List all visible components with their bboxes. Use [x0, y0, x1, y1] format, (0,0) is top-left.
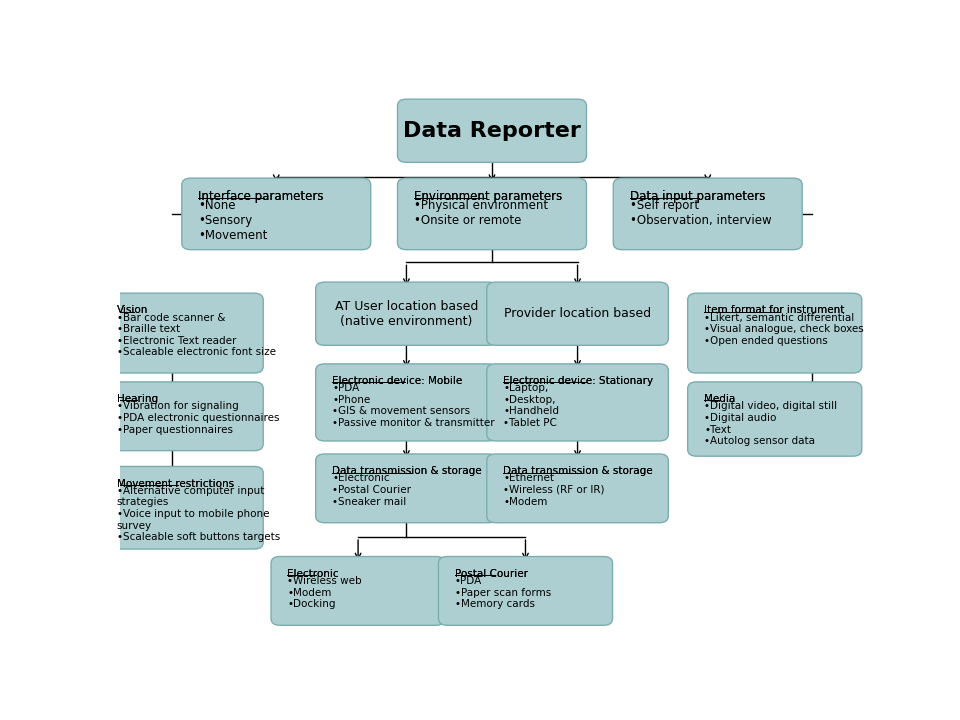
FancyBboxPatch shape — [316, 282, 497, 346]
Text: Electronic device: Mobile: Electronic device: Mobile — [332, 376, 463, 386]
Text: Environment parameters: Environment parameters — [414, 190, 563, 203]
Text: Vision: Vision — [117, 305, 148, 315]
Text: Item format for instrument: Item format for instrument — [704, 305, 845, 315]
Text: •Ethernet
•Wireless (RF or IR)
•Modem: •Ethernet •Wireless (RF or IR) •Modem — [503, 473, 605, 507]
Text: •Vibration for signaling
•PDA electronic questionnaires
•Paper questionnaires: •Vibration for signaling •PDA electronic… — [117, 401, 279, 434]
FancyBboxPatch shape — [316, 454, 497, 523]
Text: •Self report
•Observation, interview: •Self report •Observation, interview — [630, 199, 771, 227]
FancyBboxPatch shape — [687, 382, 862, 456]
Text: •Likert, semantic differential
•Visual analogue, check boxes
•Open ended questio: •Likert, semantic differential •Visual a… — [704, 312, 864, 346]
Text: •Laptop,
•Desktop,
•Handheld
•Tablet PC: •Laptop, •Desktop, •Handheld •Tablet PC — [503, 383, 559, 428]
Text: Vision: Vision — [117, 305, 148, 315]
Text: Hearing: Hearing — [117, 394, 157, 404]
Text: Electronic: Electronic — [287, 569, 339, 579]
Text: Data transmission & storage: Data transmission & storage — [332, 466, 482, 476]
Text: •PDA
•Paper scan forms
•Memory cards: •PDA •Paper scan forms •Memory cards — [455, 576, 551, 609]
FancyBboxPatch shape — [487, 454, 668, 523]
Text: Environment parameters: Environment parameters — [414, 190, 563, 203]
Text: Interface parameters: Interface parameters — [198, 190, 324, 203]
Text: •Bar code scanner &
•Braille text
•Electronic Text reader
•Scaleable electronic : •Bar code scanner & •Braille text •Elect… — [117, 312, 276, 357]
Text: Electronic device: Stationary: Electronic device: Stationary — [503, 376, 654, 386]
Text: Electronic device: Stationary: Electronic device: Stationary — [503, 376, 654, 386]
Text: Hearing: Hearing — [117, 394, 157, 404]
FancyBboxPatch shape — [613, 178, 803, 250]
FancyBboxPatch shape — [487, 282, 668, 346]
Text: Data input parameters: Data input parameters — [630, 190, 765, 203]
Text: Movement restrictions: Movement restrictions — [117, 479, 234, 489]
FancyBboxPatch shape — [439, 557, 612, 625]
FancyBboxPatch shape — [397, 99, 587, 162]
FancyBboxPatch shape — [487, 364, 668, 441]
Text: Data input parameters: Data input parameters — [630, 190, 765, 203]
Text: •Physical environment
•Onsite or remote: •Physical environment •Onsite or remote — [414, 199, 548, 227]
FancyBboxPatch shape — [100, 382, 263, 451]
Text: Data transmission & storage: Data transmission & storage — [332, 466, 482, 476]
FancyBboxPatch shape — [316, 364, 497, 441]
Text: •Alternative computer input
strategies
•Voice input to mobile phone
survey
•Scal: •Alternative computer input strategies •… — [117, 486, 280, 542]
Text: Movement restrictions: Movement restrictions — [117, 479, 234, 489]
Text: Interface parameters: Interface parameters — [198, 190, 324, 203]
Text: Electronic: Electronic — [287, 569, 339, 579]
FancyBboxPatch shape — [271, 557, 445, 625]
Text: Provider location based: Provider location based — [504, 307, 651, 320]
Text: •PDA
•Phone
•GIS & movement sensors
•Passive monitor & transmitter: •PDA •Phone •GIS & movement sensors •Pas… — [332, 383, 494, 428]
FancyBboxPatch shape — [397, 178, 587, 250]
Text: Item format for instrument: Item format for instrument — [704, 305, 845, 315]
Text: •Wireless web
•Modem
•Docking: •Wireless web •Modem •Docking — [287, 576, 362, 609]
Text: Data transmission & storage: Data transmission & storage — [503, 466, 653, 476]
Text: Media: Media — [704, 394, 735, 404]
FancyBboxPatch shape — [181, 178, 371, 250]
Text: •Electronic
•Postal Courier
•Sneaker mail: •Electronic •Postal Courier •Sneaker mai… — [332, 473, 411, 507]
Text: Postal Courier: Postal Courier — [455, 569, 528, 579]
Text: Data Reporter: Data Reporter — [403, 121, 581, 140]
Text: •Digital video, digital still
•Digital audio
•Text
•Autolog sensor data: •Digital video, digital still •Digital a… — [704, 401, 837, 446]
Text: Electronic device: Mobile: Electronic device: Mobile — [332, 376, 463, 386]
Text: •None
•Sensory
•Movement: •None •Sensory •Movement — [198, 199, 268, 241]
FancyBboxPatch shape — [100, 293, 263, 373]
FancyBboxPatch shape — [687, 293, 862, 373]
Text: Media: Media — [704, 394, 735, 404]
FancyBboxPatch shape — [100, 467, 263, 549]
Text: AT User location based
(native environment): AT User location based (native environme… — [335, 300, 478, 328]
Text: Data transmission & storage: Data transmission & storage — [503, 466, 653, 476]
Text: Postal Courier: Postal Courier — [455, 569, 528, 579]
